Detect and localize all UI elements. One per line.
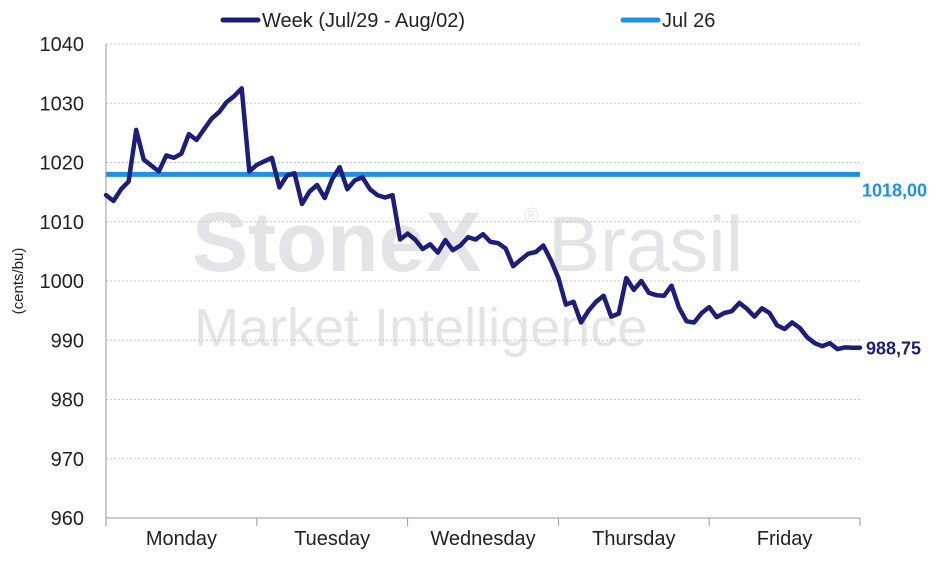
watermark-registered: ® bbox=[524, 205, 539, 227]
series bbox=[103, 86, 863, 352]
y-axis-label: (cents/bu) bbox=[10, 248, 27, 315]
end-labels: 1018,00 988,75 bbox=[862, 180, 927, 358]
x-tick-labels: Monday Tuesday Wednesday Thursday Friday bbox=[146, 528, 813, 550]
y-tick-label-970: 970 bbox=[51, 449, 84, 471]
x-tick-label-thursday: Thursday bbox=[592, 528, 675, 550]
series-line-week bbox=[103, 86, 863, 352]
x-tick-label-monday: Monday bbox=[146, 528, 217, 550]
gridlines bbox=[106, 43, 860, 460]
legend-item-week: Week (Jul/29 - Aug/02) bbox=[220, 10, 465, 32]
y-tick-label-990: 990 bbox=[51, 330, 84, 352]
watermark-brand-suffix: Brasil bbox=[548, 200, 743, 288]
watermark: StoneX ® Brasil Market Intelligence bbox=[192, 195, 743, 358]
legend-label-week: Week (Jul/29 - Aug/02) bbox=[262, 10, 465, 32]
y-tick-label-1000: 1000 bbox=[40, 271, 85, 293]
y-tick-label-1010: 1010 bbox=[40, 212, 85, 234]
y-tick-labels: 960 970 980 990 1000 1010 1020 1030 1040 bbox=[40, 34, 85, 530]
x-tick-label-tuesday: Tuesday bbox=[294, 528, 370, 550]
x-tick-label-friday: Friday bbox=[757, 528, 813, 550]
end-label-jul26: 1018,00 bbox=[862, 180, 927, 200]
legend-item-jul26: Jul 26 bbox=[620, 10, 715, 32]
legend-label-jul26: Jul 26 bbox=[662, 10, 715, 32]
watermark-subtitle: Market Intelligence bbox=[194, 298, 647, 358]
legend: Week (Jul/29 - Aug/02) Jul 26 bbox=[220, 10, 715, 32]
y-tick-label-1020: 1020 bbox=[40, 153, 85, 175]
axes bbox=[105, 44, 861, 526]
x-tick-label-wednesday: Wednesday bbox=[430, 528, 535, 550]
end-label-week: 988,75 bbox=[866, 339, 921, 359]
y-tick-label-980: 980 bbox=[51, 390, 84, 412]
y-tick-label-960: 960 bbox=[51, 508, 84, 530]
y-tick-label-1030: 1030 bbox=[40, 93, 85, 115]
y-tick-label-1040: 1040 bbox=[40, 34, 85, 56]
watermark-brand: StoneX bbox=[192, 195, 481, 289]
